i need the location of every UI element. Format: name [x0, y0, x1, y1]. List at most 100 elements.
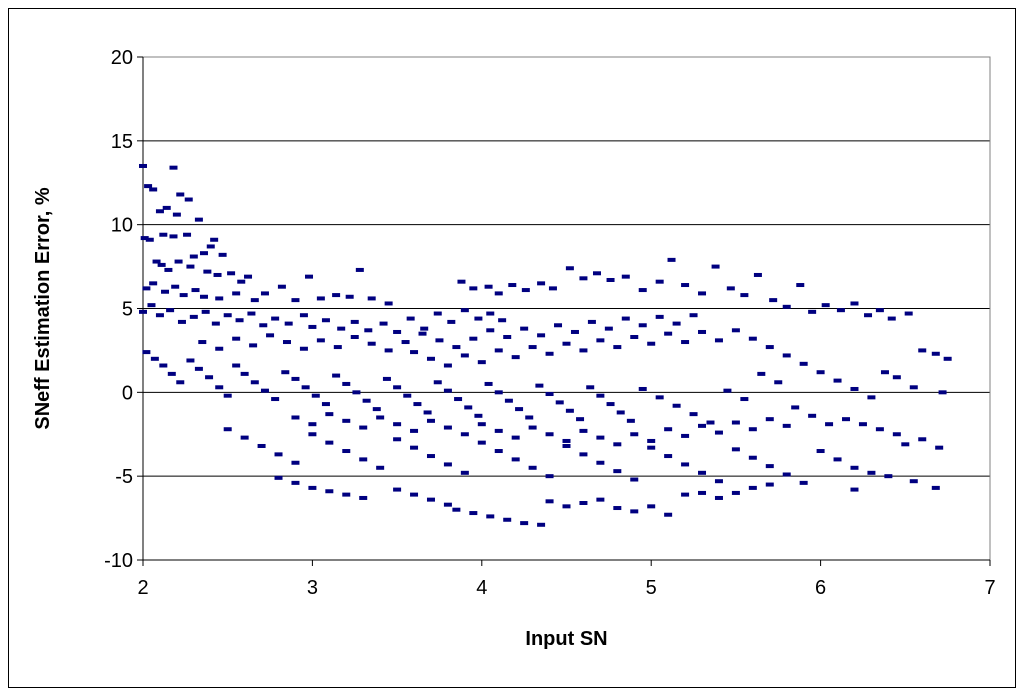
- data-point: [169, 165, 178, 170]
- data-point: [171, 284, 180, 289]
- data-point: [355, 267, 364, 272]
- data-point: [799, 361, 808, 366]
- data-point: [579, 452, 588, 457]
- data-point: [474, 413, 483, 418]
- data-point: [213, 272, 222, 277]
- data-point: [393, 422, 402, 427]
- data-point: [291, 298, 300, 303]
- data-point: [367, 341, 376, 346]
- data-point: [271, 316, 280, 321]
- data-point: [308, 324, 317, 329]
- data-point: [596, 393, 605, 398]
- data-point: [842, 417, 851, 422]
- data-point: [681, 283, 690, 288]
- data-point: [359, 495, 368, 500]
- data-point: [443, 462, 452, 467]
- data-point: [880, 370, 889, 375]
- data-point: [469, 511, 478, 516]
- data-point: [406, 316, 415, 321]
- data-point: [486, 514, 495, 519]
- data-point: [332, 293, 341, 298]
- data-point: [232, 363, 241, 368]
- data-point: [909, 385, 918, 390]
- data-point: [537, 522, 546, 527]
- data-point: [325, 412, 334, 417]
- y-tick-label: 20: [111, 47, 133, 69]
- data-point: [447, 319, 456, 324]
- data-point: [562, 443, 571, 448]
- data-point: [836, 308, 845, 313]
- data-point: [484, 381, 493, 386]
- data-point: [203, 269, 212, 274]
- data-point: [545, 499, 554, 504]
- y-tick-label: -5: [115, 466, 133, 488]
- data-point: [714, 430, 723, 435]
- data-point: [681, 462, 690, 467]
- axes: [137, 56, 991, 566]
- data-point: [342, 449, 351, 454]
- data-point: [494, 428, 503, 433]
- data-point: [765, 464, 774, 469]
- data-point: [689, 412, 698, 417]
- data-point: [757, 371, 766, 376]
- data-point: [596, 338, 605, 343]
- data-point: [808, 413, 817, 418]
- data-point: [157, 262, 166, 267]
- data-point: [796, 283, 805, 288]
- data-point: [740, 293, 749, 298]
- data-point: [528, 465, 537, 470]
- data-point: [410, 428, 419, 433]
- data-point: [215, 346, 224, 351]
- data-point: [892, 375, 901, 380]
- data-point: [325, 440, 334, 445]
- data-point: [555, 400, 564, 405]
- data-point: [562, 504, 571, 509]
- data-point: [799, 480, 808, 485]
- data-point: [199, 251, 208, 256]
- data-point: [477, 422, 486, 427]
- data-point: [215, 385, 224, 390]
- data-point: [938, 390, 947, 395]
- data-point: [474, 316, 483, 321]
- data-point: [179, 293, 188, 298]
- data-point: [681, 340, 690, 345]
- data-point: [672, 403, 681, 408]
- data-point: [875, 427, 884, 432]
- data-point: [638, 386, 647, 391]
- data-point: [579, 500, 588, 505]
- data-point: [833, 378, 842, 383]
- data-point: [169, 234, 178, 239]
- data-point: [586, 385, 595, 390]
- data-point: [647, 445, 656, 450]
- data-point: [260, 291, 269, 296]
- data-point: [145, 237, 154, 242]
- data-point: [291, 460, 300, 465]
- data-point: [443, 363, 452, 368]
- chart-frame: -10 -5 0 5 10 15 20 2 3 4 5 6 7 Input SN SNeff Estim…: [8, 8, 1016, 688]
- data-point: [554, 323, 563, 328]
- data-point: [698, 291, 707, 296]
- data-point: [672, 321, 681, 326]
- data-point: [281, 370, 290, 375]
- data-point: [418, 331, 427, 336]
- data-point: [545, 474, 554, 479]
- data-point: [299, 313, 308, 318]
- data-point: [177, 319, 186, 324]
- data-point: [189, 314, 198, 319]
- data-point: [537, 281, 546, 286]
- data-point: [535, 383, 544, 388]
- data-point: [765, 417, 774, 422]
- data-point: [621, 274, 630, 279]
- data-point: [167, 371, 176, 376]
- data-point: [435, 338, 444, 343]
- data-point: [494, 348, 503, 353]
- data-point: [469, 336, 478, 341]
- data-point: [223, 427, 232, 432]
- data-point: [198, 340, 207, 345]
- data-point: [186, 264, 195, 269]
- data-point: [452, 345, 461, 350]
- data-point: [426, 454, 435, 459]
- data-point: [367, 296, 376, 301]
- data-point: [935, 445, 944, 450]
- data-point: [277, 284, 286, 289]
